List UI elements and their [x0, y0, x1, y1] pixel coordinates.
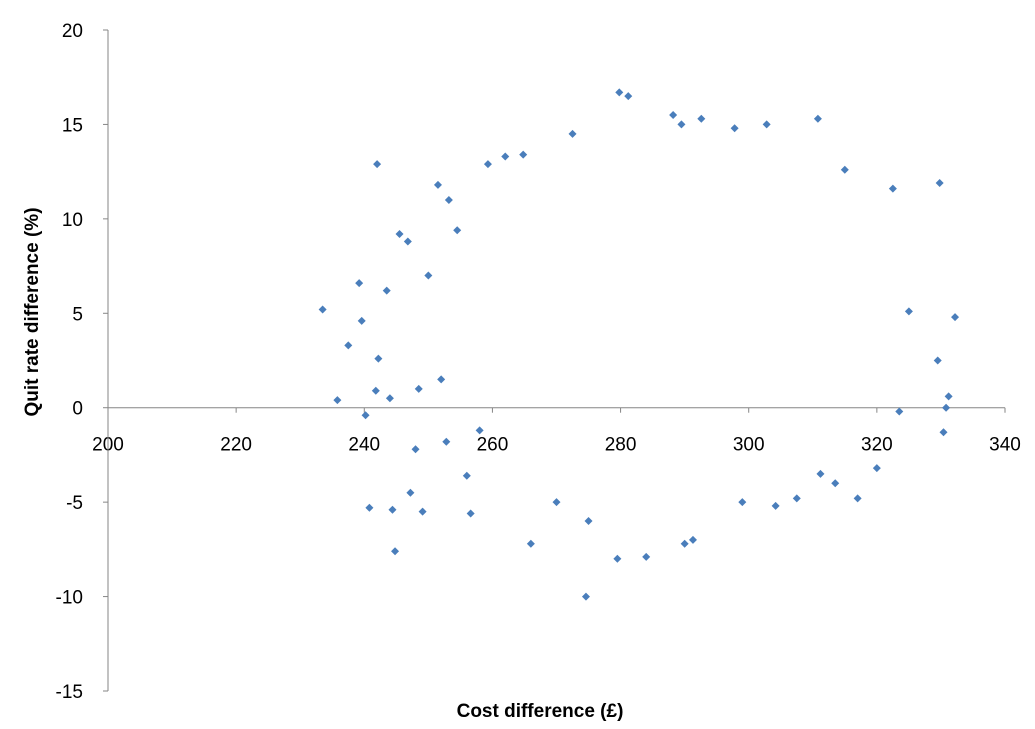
x-tick-label: 260 — [477, 435, 509, 456]
x-tick-label: 300 — [733, 435, 765, 456]
x-axis-title: Cost difference (£) — [457, 701, 624, 722]
data-point — [382, 286, 391, 295]
data-point — [688, 535, 697, 544]
data-point — [391, 547, 400, 556]
data-point — [831, 479, 840, 488]
data-point — [475, 426, 484, 435]
data-point — [371, 386, 380, 395]
data-point — [552, 498, 561, 507]
data-point — [935, 178, 944, 187]
data-point — [942, 403, 951, 412]
data-point — [730, 124, 739, 133]
y-tick-label: 10 — [62, 210, 83, 231]
data-point — [792, 494, 801, 503]
data-point — [853, 494, 862, 503]
data-point — [584, 517, 593, 526]
data-point — [939, 428, 948, 437]
data-point — [411, 445, 420, 454]
data-point — [677, 120, 686, 129]
data-point — [361, 411, 370, 420]
data-point — [568, 129, 577, 138]
data-point — [466, 509, 475, 518]
data-point — [437, 375, 446, 384]
data-point — [462, 471, 471, 480]
y-tick-label: 5 — [72, 304, 83, 325]
x-tick-label: 340 — [989, 435, 1021, 456]
data-point — [344, 341, 353, 350]
x-tick-label: 280 — [605, 435, 637, 456]
data-point — [318, 305, 327, 314]
data-point — [642, 552, 651, 561]
data-point — [951, 313, 960, 322]
data-point — [373, 160, 382, 169]
data-point — [872, 464, 881, 473]
data-point — [669, 110, 678, 119]
data-point — [933, 356, 942, 365]
data-point — [738, 498, 747, 507]
data-point — [813, 114, 822, 123]
y-tick-label: -15 — [56, 682, 83, 703]
data-point — [385, 394, 394, 403]
data-point — [483, 160, 492, 169]
data-point — [414, 384, 423, 393]
data-point — [333, 396, 342, 405]
data-point — [395, 229, 404, 238]
data-point — [581, 592, 590, 601]
data-point — [888, 184, 897, 193]
data-point — [613, 554, 622, 563]
data-point — [526, 539, 535, 548]
x-tick-label: 240 — [348, 435, 380, 456]
data-point — [418, 507, 427, 516]
data-point — [771, 501, 780, 510]
y-tick-label: 15 — [62, 115, 83, 136]
data-point — [444, 195, 453, 204]
data-point — [433, 180, 442, 189]
data-point — [840, 165, 849, 174]
data-point — [424, 271, 433, 280]
data-point — [406, 488, 415, 497]
data-point — [680, 539, 689, 548]
data-point — [519, 150, 528, 159]
data-point — [453, 226, 462, 235]
data-point — [816, 469, 825, 478]
data-point — [762, 120, 771, 129]
y-tick-labels: 20 15 10 5 0 -5 -10 -15 — [56, 21, 108, 703]
data-point — [501, 152, 510, 161]
y-axis-title: Quit rate difference (%) — [22, 207, 43, 416]
x-tick-labels: 200 220 240 260 280 300 320 340 — [92, 407, 1021, 456]
data-point — [365, 503, 374, 512]
x-tick-label: 320 — [861, 435, 893, 456]
data-point — [442, 437, 451, 446]
x-tick-label: 220 — [220, 435, 252, 456]
data-point — [624, 92, 633, 101]
data-point — [944, 392, 953, 401]
data-point — [388, 505, 397, 514]
y-tick-label: 0 — [72, 399, 83, 420]
data-points — [318, 88, 960, 601]
data-point — [697, 114, 706, 123]
y-tick-label: -10 — [56, 588, 83, 609]
data-point — [615, 88, 624, 97]
y-tick-label: 20 — [62, 21, 83, 42]
data-point — [374, 354, 383, 363]
data-point — [403, 237, 412, 246]
data-point — [895, 407, 904, 416]
data-point — [355, 279, 364, 288]
data-point — [904, 307, 913, 316]
y-tick-label: -5 — [66, 493, 83, 514]
data-point — [357, 316, 366, 325]
